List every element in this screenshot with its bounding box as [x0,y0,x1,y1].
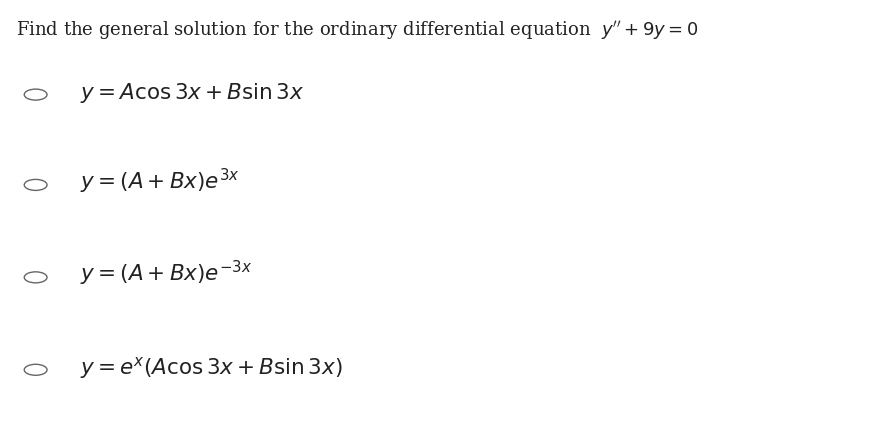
Text: Find the general solution for the ordinary differential equation  $y'' + 9y = 0$: Find the general solution for the ordina… [16,19,699,42]
Text: $y = (A + Bx)e^{3x}$: $y = (A + Bx)e^{3x}$ [80,166,240,196]
Text: $y = e^{x}(A\cos 3x + B\sin 3x)$: $y = e^{x}(A\cos 3x + B\sin 3x)$ [80,355,343,381]
Text: $y = (A + Bx)e^{-3x}$: $y = (A + Bx)e^{-3x}$ [80,259,252,288]
Text: $y = A\cos 3x + B\sin 3x$: $y = A\cos 3x + B\sin 3x$ [80,81,305,105]
